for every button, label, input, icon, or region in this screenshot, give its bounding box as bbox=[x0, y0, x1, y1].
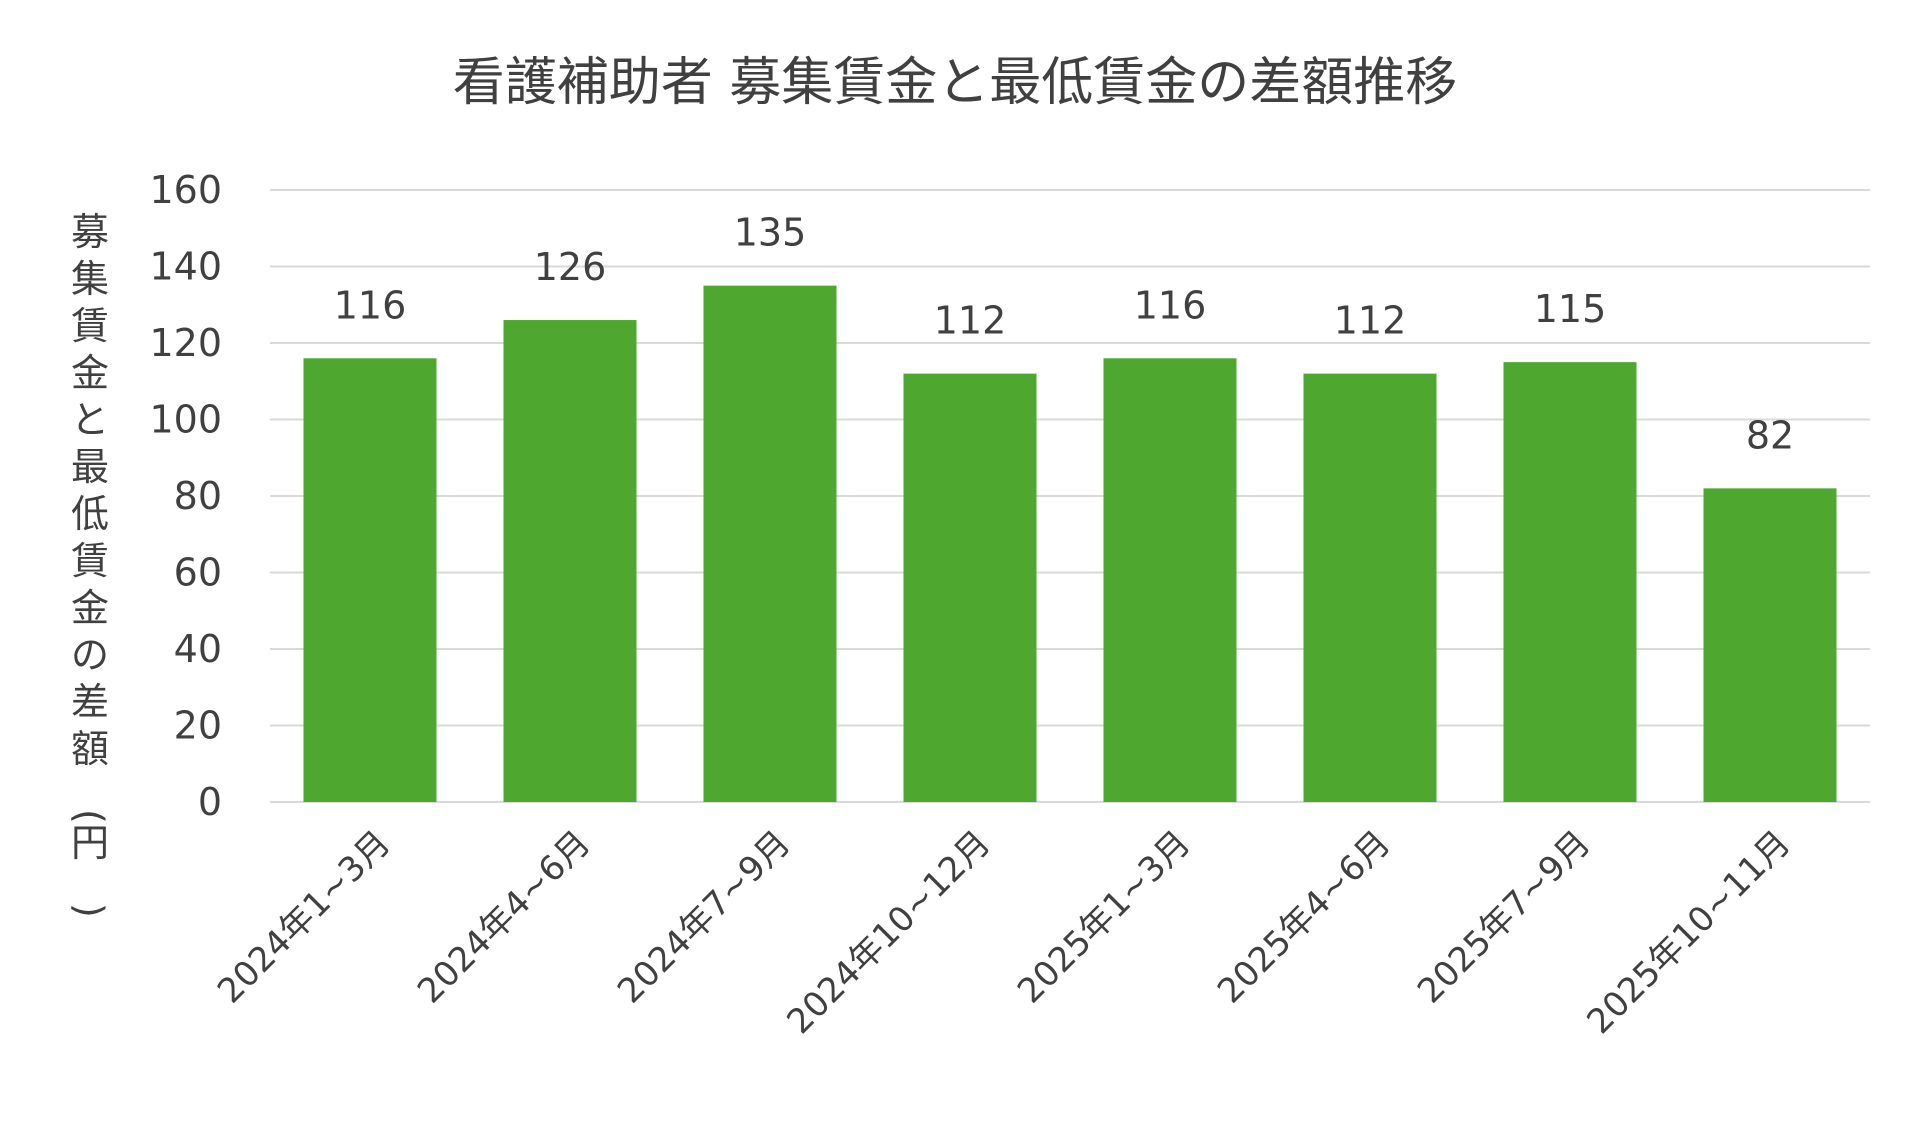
x-category-label: 2025年10~11月 bbox=[1579, 823, 1798, 1042]
data-labels: 116 126 135 112 116 112 115 82 bbox=[334, 211, 1794, 458]
chart-title: 看護補助者 募集賃金と最低賃金の差額推移 bbox=[453, 53, 1458, 113]
y-axis-ticks: 0 20 40 60 80 100 120 140 160 bbox=[149, 168, 222, 824]
x-category-label: 2024年1~3月 bbox=[210, 823, 398, 1011]
y-tick-label: 80 bbox=[174, 474, 222, 518]
data-label: 116 bbox=[1134, 283, 1207, 327]
bar bbox=[1303, 373, 1437, 802]
x-category-label: 2025年4~6月 bbox=[1210, 823, 1398, 1011]
bar bbox=[1103, 358, 1237, 802]
data-label: 112 bbox=[1334, 299, 1407, 343]
bar bbox=[703, 285, 837, 802]
x-category-label: 2025年7~9月 bbox=[1410, 823, 1598, 1011]
bar bbox=[303, 358, 437, 802]
y-tick-label: 40 bbox=[174, 627, 222, 671]
y-tick-label: 120 bbox=[149, 321, 222, 365]
y-tick-label: 60 bbox=[174, 551, 222, 595]
data-label: 115 bbox=[1534, 287, 1607, 331]
bar bbox=[903, 373, 1037, 802]
data-label: 82 bbox=[1746, 413, 1794, 457]
data-label: 112 bbox=[934, 299, 1007, 343]
data-label: 126 bbox=[534, 245, 607, 289]
bars bbox=[303, 285, 1837, 802]
bar bbox=[1703, 488, 1837, 802]
y-tick-label: 20 bbox=[174, 704, 222, 748]
x-category-label: 2024年10~12月 bbox=[779, 823, 998, 1042]
x-category-label: 2024年4~6月 bbox=[410, 823, 598, 1011]
data-label: 135 bbox=[734, 211, 807, 255]
y-tick-label: 160 bbox=[149, 168, 222, 212]
y-tick-label: 100 bbox=[149, 398, 222, 442]
bar bbox=[1503, 362, 1637, 802]
x-category-label: 2024年7~9月 bbox=[610, 823, 798, 1011]
y-tick-label: 140 bbox=[149, 245, 222, 289]
y-axis-title: 募集賃金と最低賃金の差額(円) bbox=[68, 210, 112, 918]
data-label: 116 bbox=[334, 283, 407, 327]
x-category-label: 2025年1~3月 bbox=[1010, 823, 1198, 1011]
bar bbox=[503, 320, 637, 802]
y-tick-label: 0 bbox=[198, 780, 222, 824]
